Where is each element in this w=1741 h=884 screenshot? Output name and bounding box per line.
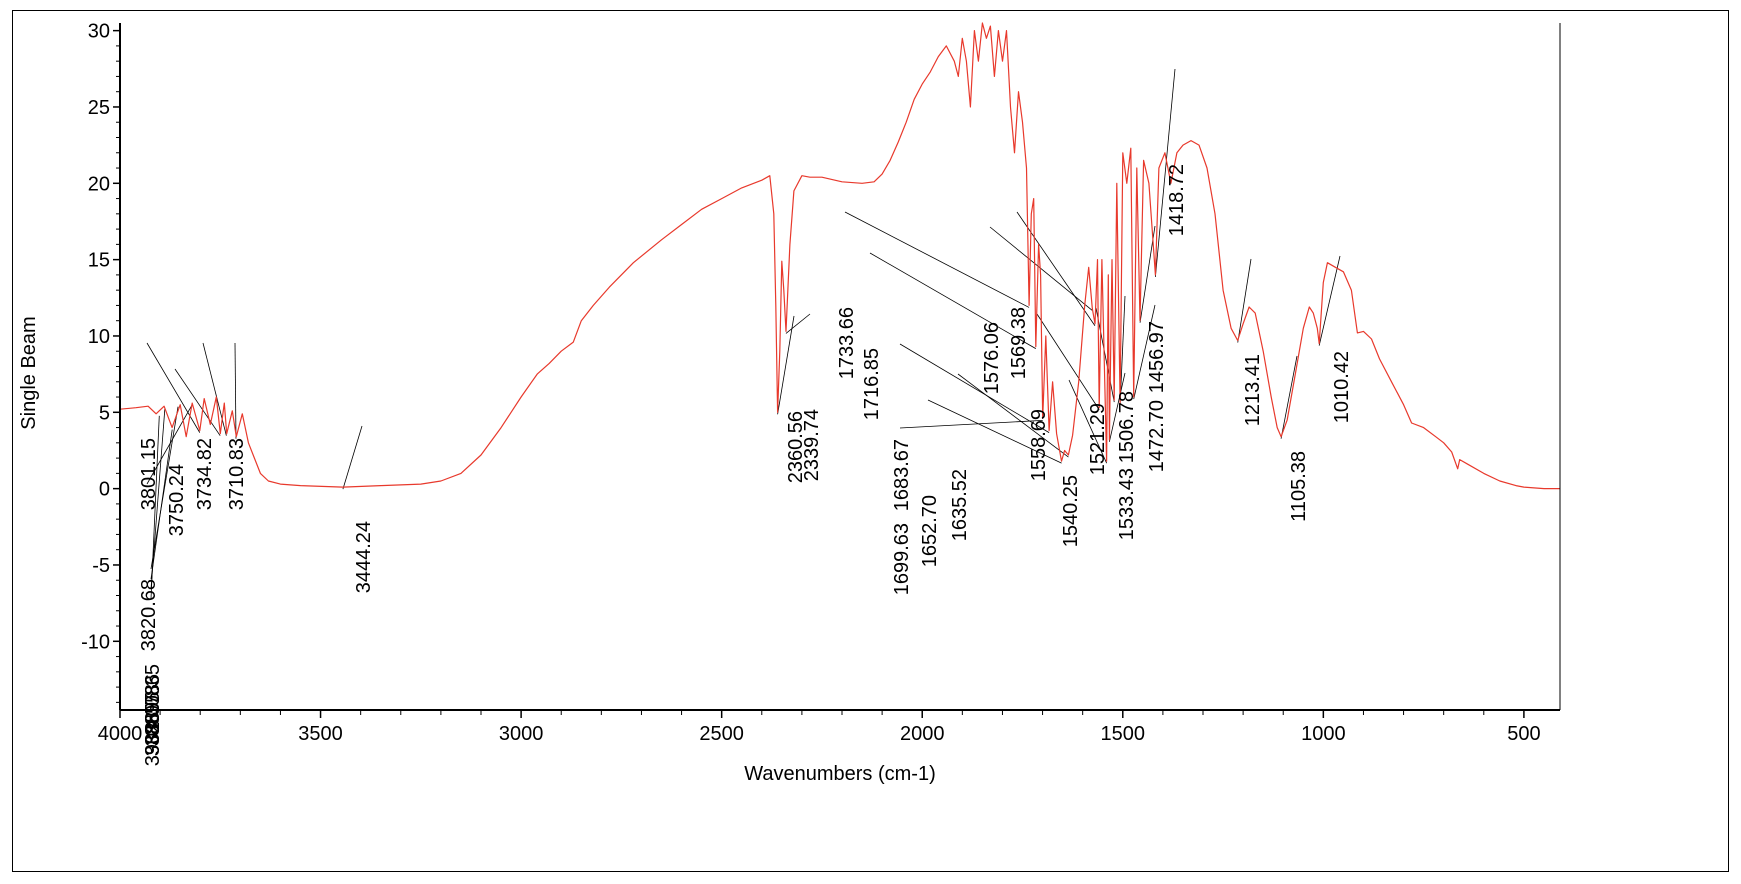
peak-label: 1635.52 xyxy=(949,469,971,541)
peak-leader-line xyxy=(899,420,1043,429)
peak-leader-line xyxy=(342,425,363,490)
peak-leader-line xyxy=(844,211,1030,308)
peak-label: 1506.78 xyxy=(1116,391,1138,463)
peak-leader-line xyxy=(174,368,221,436)
peak-label: 1576.06 xyxy=(981,322,1003,394)
y-tick-label: 10 xyxy=(88,326,110,348)
x-tick-label: 1000 xyxy=(1301,723,1346,745)
peak-label: 1569.38 xyxy=(1008,307,1030,379)
peak-label: 1683.67 xyxy=(891,439,913,511)
peak-label: 1213.41 xyxy=(1242,354,1264,426)
peak-leader-line xyxy=(1108,372,1126,442)
peak-leader-line xyxy=(1016,211,1096,326)
y-tick-label: 30 xyxy=(88,21,110,43)
peak-leader-line xyxy=(927,399,1062,464)
peak-labels: 3801.15 3820.68 3750.24 3734.82 3710.83 3444.… xyxy=(138,164,1353,766)
x-tick-label: 1500 xyxy=(1101,723,1146,745)
peak-label: 1418.72 xyxy=(1166,164,1188,236)
y-axis-ticks: 30 25 20 15 10 5 0 -5 -10 xyxy=(81,21,120,703)
peak-label: 1716.85 xyxy=(861,348,883,420)
y-tick-label: 25 xyxy=(88,97,110,119)
peak-label: 1558.69 xyxy=(1028,409,1050,481)
peak-leader-lines xyxy=(146,68,1341,600)
peak-label: 1699.63 xyxy=(891,523,913,595)
y-tick-label: -10 xyxy=(81,631,110,653)
peak-label: 3888.08 xyxy=(142,684,164,756)
x-tick-label: 2500 xyxy=(699,723,744,745)
peak-label: 3902.07 xyxy=(142,694,164,766)
peak-leader-line xyxy=(1036,313,1100,410)
peak-label: 3710.83 xyxy=(226,438,248,510)
peak-label: 3444.24 xyxy=(353,521,375,593)
peak-leader-line xyxy=(1133,304,1156,400)
peak-leader-line xyxy=(150,406,179,570)
peak-label: 1540.25 xyxy=(1060,475,1082,547)
x-axis-ticks: 4000 3500 3000 2500 2000 1500 1000 500 xyxy=(98,710,1541,745)
peak-label: 3820.68 xyxy=(138,579,160,651)
peak-leader-line xyxy=(1237,258,1252,343)
x-tick-label: 3500 xyxy=(298,723,343,745)
peak-label: 3734.82 xyxy=(194,438,216,510)
chart-frame: 4000 3500 3000 2500 2000 1500 1000 500 30 25 20 15… xyxy=(12,10,1729,872)
peak-label: 1472.70 xyxy=(1146,400,1168,472)
peak-leader-line xyxy=(899,343,1050,433)
x-axis-title: Wavenumbers (cm-1) xyxy=(744,763,936,785)
peak-label: 1733.66 xyxy=(836,307,858,379)
peak-leader-line xyxy=(146,404,193,485)
peak-leader-line xyxy=(1119,295,1126,406)
y-tick-label: 5 xyxy=(99,402,110,424)
x-tick-label: 500 xyxy=(1507,723,1540,745)
peak-label: 1521.29 xyxy=(1087,403,1109,475)
x-tick-label: 3000 xyxy=(499,723,544,745)
y-tick-label: 20 xyxy=(88,173,110,195)
peak-label: 1105.38 xyxy=(1288,451,1310,522)
peak-label: 3801.15 xyxy=(138,438,160,510)
peak-label: 2360.56 xyxy=(785,411,807,483)
peak-leader-line xyxy=(202,342,227,436)
spectrum-chart: 4000 3500 3000 2500 2000 1500 1000 500 30 25 20 15… xyxy=(18,21,1561,785)
peak-label: 1456.97 xyxy=(1146,321,1168,393)
peak-leader-line xyxy=(869,252,1037,349)
peak-leader-line xyxy=(146,342,201,433)
x-tick-label: 4000 xyxy=(98,723,143,745)
y-tick-label: -5 xyxy=(92,555,110,577)
peak-leader-line xyxy=(785,313,811,334)
peak-leader-line xyxy=(1095,307,1115,403)
peak-leader-line xyxy=(957,373,1069,458)
peak-leader-line xyxy=(1280,355,1298,439)
peak-leader-line xyxy=(777,315,795,415)
peak-leader-line xyxy=(150,408,166,590)
peak-label: 1533.43 xyxy=(1116,468,1138,540)
x-tick-label: 2000 xyxy=(900,723,945,745)
spectrum-line xyxy=(119,22,1560,490)
peak-label: 2339.74 xyxy=(801,409,823,481)
peak-leader-line xyxy=(1318,255,1341,346)
peak-leader-line xyxy=(1068,379,1108,464)
y-tick-label: 15 xyxy=(88,250,110,272)
peak-leader-line xyxy=(234,342,237,439)
peak-label: 3869.86 xyxy=(142,674,164,746)
peak-label: 3750.24 xyxy=(166,464,188,536)
y-tick-label: 0 xyxy=(99,479,110,501)
peak-leader-line xyxy=(1154,68,1176,277)
peak-label: 1010.42 xyxy=(1331,351,1353,423)
y-axis-title: Single Beam xyxy=(18,316,40,429)
peak-label: 3855.35 xyxy=(142,664,164,736)
peak-label: 1652.70 xyxy=(919,495,941,567)
